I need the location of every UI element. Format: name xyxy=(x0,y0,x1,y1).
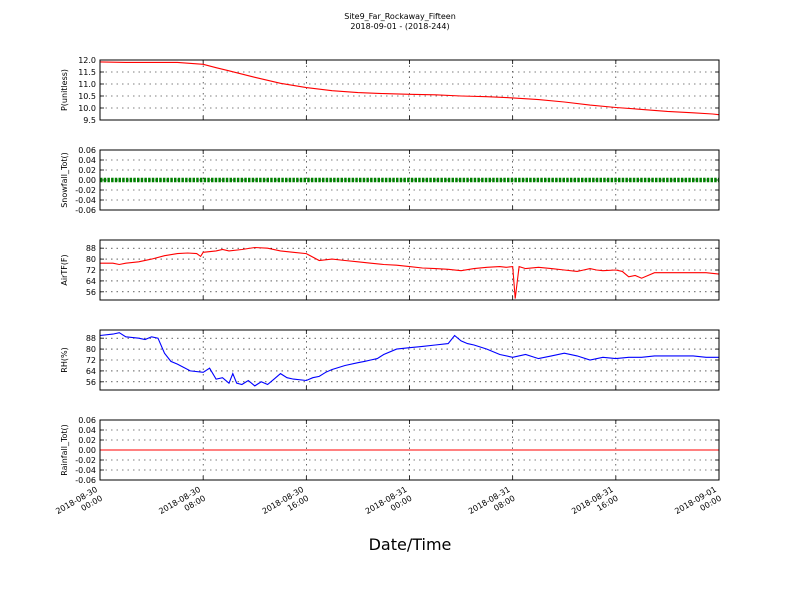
y-tick-label: 0.04 xyxy=(78,156,96,165)
x-tick-label: 2018-08-3108:00 xyxy=(467,485,517,525)
x-tick-label: 2018-09-0100:00 xyxy=(673,485,723,525)
y-tick-label: -0.06 xyxy=(75,476,96,485)
y-tick-label: 64 xyxy=(86,277,96,286)
y-tick-label: 0.06 xyxy=(78,146,96,155)
y-tick-label: 0.02 xyxy=(78,166,96,175)
axes-frame xyxy=(99,239,720,301)
y-tick-label: 80 xyxy=(86,255,96,264)
y-tick-label: -0.04 xyxy=(75,466,96,475)
y-tick-label: 11.0 xyxy=(78,80,96,89)
y-tick-label: 64 xyxy=(86,367,96,376)
y-tick-label: 0.02 xyxy=(78,436,96,445)
y-axis-label: P(unitless) xyxy=(60,69,69,111)
panel-5: 0.060.040.020.00-0.02-0.04-0.06 Rainfall_… xyxy=(60,416,720,485)
axes-frame xyxy=(99,329,720,391)
x-tick-label: 2018-08-3116:00 xyxy=(570,485,620,525)
y-tick-label: 80 xyxy=(86,345,96,354)
series-line xyxy=(99,61,720,116)
axes-frame xyxy=(99,149,720,211)
y-tick-label: 88 xyxy=(86,334,96,343)
y-tick-label: 9.5 xyxy=(83,116,96,125)
panel-4: 88 80 72 64 56 RH(%) xyxy=(60,329,720,391)
x-tick-label: 2018-08-3008:00 xyxy=(157,485,207,525)
y-tick-label: 10.0 xyxy=(78,104,96,113)
y-tick-label: 12.0 xyxy=(78,56,96,65)
series-line xyxy=(100,246,720,299)
y-tick-label: 72 xyxy=(86,356,96,365)
y-tick-label: -0.06 xyxy=(75,206,96,215)
chart-subtitle: 2018-09-01 - (2018-244) xyxy=(350,22,449,31)
chart-title: Site9_Far_Rockaway_Fifteen xyxy=(344,12,456,21)
x-axis-label: Date/Time xyxy=(369,535,452,554)
y-tick-label: -0.02 xyxy=(75,186,96,195)
y-tick-label: 72 xyxy=(86,266,96,275)
y-axis-label: Snowfall_Tot() xyxy=(60,152,69,208)
y-tick-label: 11.5 xyxy=(78,68,96,77)
y-tick-label: 0.06 xyxy=(78,416,96,425)
axes-frame xyxy=(99,419,720,481)
y-axis-label: Rainfall_Tot() xyxy=(60,424,69,476)
y-tick-label: 56 xyxy=(86,288,96,297)
y-tick-label: 0.00 xyxy=(78,176,96,185)
y-tick-label: -0.02 xyxy=(75,456,96,465)
panel-3: 88 80 72 64 56 AirTF(F) xyxy=(60,239,720,301)
y-axis-label: RH(%) xyxy=(60,347,69,372)
y-tick-label: 0.04 xyxy=(78,426,96,435)
x-tick-labels: 2018-08-3000:00 2018-08-3008:00 2018-08-30… xyxy=(54,485,723,525)
panels-group: 12.011.511.010.510.09.5P(unitless)0.060.… xyxy=(60,56,720,485)
axes-frame xyxy=(99,59,720,121)
panel-1: 12.0 11.5 11.0 10.5 10.0 9.5 P(unitless) xyxy=(60,56,720,125)
panel-2: 0.060.040.020.00-0.02-0.04-0.06 Snowfall_… xyxy=(60,146,720,215)
y-tick-label: 0.00 xyxy=(78,446,96,455)
y-tick-label: -0.04 xyxy=(75,196,96,205)
x-tick-label: 2018-08-3100:00 xyxy=(364,485,414,525)
y-axis-label: AirTF(F) xyxy=(60,254,69,285)
x-tick-label: 2018-08-3016:00 xyxy=(261,485,311,525)
y-tick-label: 88 xyxy=(86,244,96,253)
series-line xyxy=(99,332,719,387)
x-tick-label: 2018-08-3000:00 xyxy=(54,485,104,525)
y-tick-label: 56 xyxy=(86,378,96,387)
y-tick-label: 10.5 xyxy=(78,92,96,101)
